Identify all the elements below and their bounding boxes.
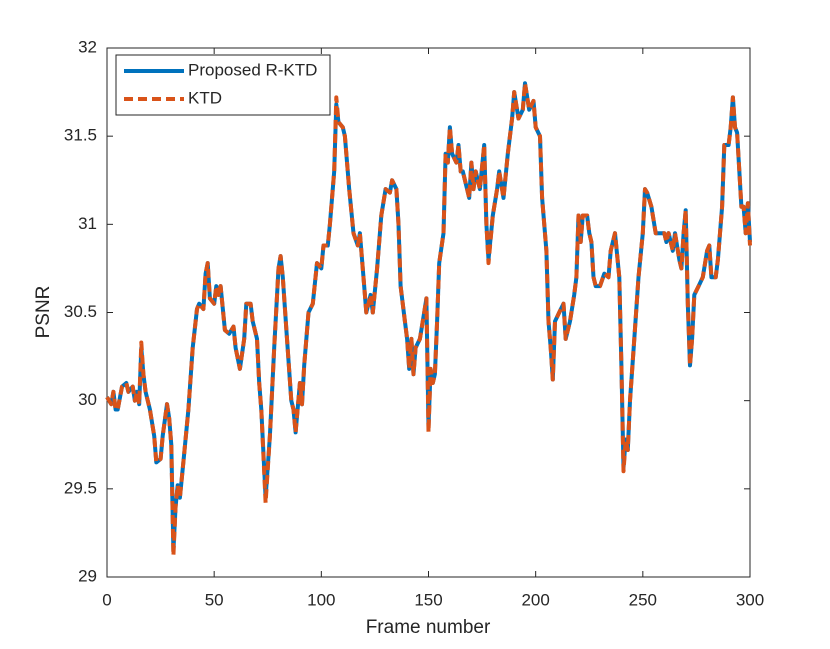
series-line: [105, 81, 752, 558]
legend-label: Proposed R-KTD: [188, 60, 317, 79]
y-tick-label: 30: [78, 390, 97, 409]
legend-box: [115, 54, 331, 116]
x-tick-label: 100: [307, 590, 335, 609]
y-tick-label: 31: [78, 214, 97, 233]
y-tick-label: 30.5: [64, 302, 97, 321]
y-tick-label: 32: [78, 37, 97, 56]
x-tick-label: 250: [629, 590, 657, 609]
x-axis-label: Frame number: [366, 617, 491, 638]
x-tick-label: 0: [102, 590, 111, 609]
y-axis-label: PSNR: [33, 286, 54, 339]
x-tick-label: 50: [205, 590, 224, 609]
y-tick-label: 29: [78, 566, 97, 585]
y-tick-label: 29.5: [64, 478, 97, 497]
x-tick-label: 200: [521, 590, 549, 609]
legend-label: KTD: [188, 88, 222, 107]
x-tick-label: 150: [414, 590, 442, 609]
y-tick-label: 31.5: [64, 126, 97, 145]
x-tick-label: 300: [736, 590, 764, 609]
